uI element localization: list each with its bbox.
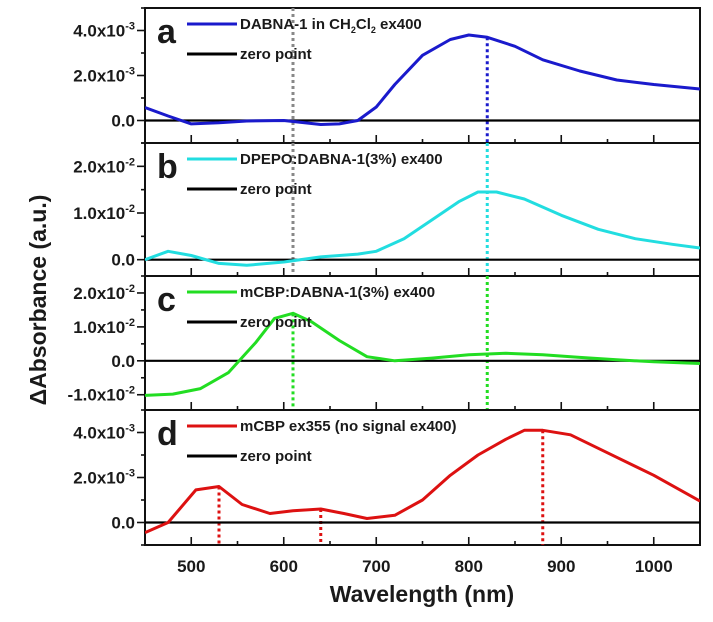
x-tick-label: 800: [455, 557, 483, 576]
y-tick-label: 4.0x10-3: [73, 21, 135, 41]
panel-a: 0.0 2.0x10-3 4.0x10-3 a DABNA-1 in CH2Cl2 ex…: [73, 7, 701, 144]
y-tick-label: 1.0x10-2: [73, 203, 135, 223]
panels-group: 0.0 2.0x10-3 4.0x10-3 a DABNA-1 in CH2Cl2 ex…: [68, 7, 701, 546]
panel-b: 0.0 1.0x10-2 2.0x10-2 b DPEPO:DABNA-1(3%) ex…: [73, 142, 701, 277]
legend-label: zero point: [240, 448, 312, 465]
legend-label: DABNA-1 in CH2Cl2 ex400: [240, 16, 422, 35]
x-axis: 500 600 700 800 900 1000: [177, 557, 673, 576]
panel-c: -1.0x10-2 0.0 1.0x10-2 2.0x10-2 c mCBP:DABNA-…: [68, 275, 701, 411]
series-line: [145, 33, 700, 126]
panel-d: 0.0 2.0x10-3 4.0x10-3 d mCBP ex355 (no signa…: [73, 409, 701, 546]
x-tick-label: 1000: [635, 557, 673, 576]
x-tick-label: 500: [177, 557, 205, 576]
y-axis-title: ΔAbsorbance (a.u.): [25, 195, 51, 406]
panel-label: a: [157, 13, 177, 51]
legend-label: zero point: [240, 181, 312, 198]
y-tick-label: 2.0x10-2: [73, 283, 135, 303]
legend-label: mCBP ex355 (no signal ex400): [240, 418, 457, 435]
y-tick-label: 0.0: [111, 251, 135, 270]
series-line: [145, 428, 700, 534]
panel-label: d: [157, 415, 178, 453]
legend-label: DPEPO:DABNA-1(3%) ex400: [240, 151, 443, 168]
panel-label: b: [157, 148, 178, 186]
x-axis-title: Wavelength (nm): [330, 581, 514, 607]
x-tick-label: 600: [270, 557, 298, 576]
y-tick-label: 0.0: [111, 514, 135, 533]
y-tick-label: 2.0x10-3: [73, 66, 135, 86]
y-tick-label: -1.0x10-2: [68, 385, 135, 405]
y-tick-label: 0.0: [111, 112, 135, 131]
y-tick-label: 1.0x10-2: [73, 317, 135, 337]
series-line: [145, 190, 700, 267]
y-tick-label: 2.0x10-3: [73, 468, 135, 488]
legend-label: zero point: [240, 46, 312, 63]
panel-label: c: [157, 281, 176, 319]
y-tick-label: 2.0x10-2: [73, 156, 135, 176]
legend-label: zero point: [240, 314, 312, 331]
x-tick-label: 900: [547, 557, 575, 576]
legend-label: mCBP:DABNA-1(3%) ex400: [240, 284, 435, 301]
x-tick-label: 700: [362, 557, 390, 576]
y-tick-label: 4.0x10-3: [73, 423, 135, 443]
series-line: [145, 311, 700, 397]
y-tick-label: 0.0: [111, 352, 135, 371]
